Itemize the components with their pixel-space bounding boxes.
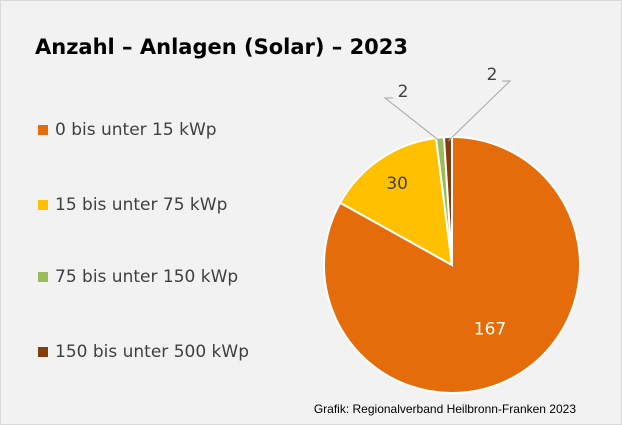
leader-line: [383, 97, 441, 142]
leader-line: [447, 80, 512, 142]
data-label: 30: [386, 174, 408, 194]
legend-label: 75 bis unter 150 kWp: [55, 267, 238, 287]
chart-title: Anzahl – Anlagen (Solar) – 2023: [35, 35, 408, 59]
legend-label: 150 bis unter 500 kWp: [55, 342, 249, 362]
data-label: 2: [487, 65, 498, 85]
pie-slice: [338, 136, 454, 267]
legend-label: 0 bis unter 15 kWp: [55, 120, 217, 140]
data-label: 2: [398, 82, 409, 102]
legend-label: 15 bis unter 75 kWp: [55, 195, 227, 215]
legend-swatch: [38, 347, 48, 357]
legend-swatch: [38, 125, 48, 135]
data-label: 167: [474, 320, 506, 340]
source-note: Grafik: Regionalverband Heilbronn-Franke…: [314, 402, 576, 416]
legend-swatch: [38, 272, 48, 282]
pie-slice: [323, 135, 581, 394]
legend-swatch: [38, 200, 48, 210]
